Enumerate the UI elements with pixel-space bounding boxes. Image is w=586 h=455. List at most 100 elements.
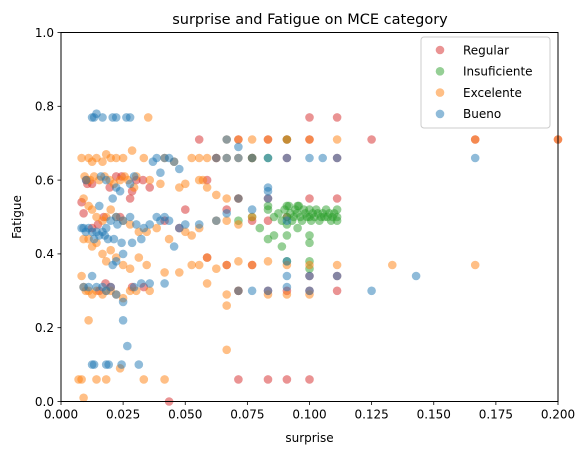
point-excelente [77,271,86,281]
point-excelente [282,135,292,144]
point-excelente [139,153,149,163]
point-bueno [125,179,135,189]
x-axis-label: surprise [285,431,333,445]
point-excelente [139,375,149,384]
point-excelente [222,345,231,355]
point-bueno [113,220,122,229]
point-excelente [164,234,174,244]
point-bueno [129,172,139,181]
x-tick-label: 0.125 [354,408,388,422]
point-bueno [77,223,86,233]
point-bueno [139,223,149,233]
point-excelente [106,245,115,255]
point-bueno [152,212,161,222]
point-excelente [84,316,93,325]
x-tick-label: 0.150 [417,408,451,422]
point-bueno [263,194,273,203]
point-bueno [222,153,231,163]
point-excelente [87,205,97,214]
point-excelente [79,393,88,403]
point-bueno [148,157,158,166]
point-bueno [108,194,117,203]
point-bueno [89,360,99,369]
legend-marker-excelente [435,88,445,97]
point-excelente [263,257,273,266]
point-excelente [118,260,128,270]
point-insuficiente [293,201,302,211]
point-excelente [222,216,231,225]
legend-label-excelente: Excelente [463,86,522,100]
point-excelente [332,260,342,270]
point-excelente [98,249,107,259]
point-insuficiente [305,238,314,248]
point-bueno [127,238,137,248]
point-regular [194,135,204,144]
series-bueno [77,109,480,369]
x-tick-label: 0.100 [292,408,326,422]
point-bueno [134,360,144,369]
point-excelente [101,257,111,266]
point-insuficiente [305,231,314,240]
x-tick-label: 0.200 [541,408,575,422]
point-bueno [104,360,113,369]
point-bueno [263,153,273,163]
point-excelente [247,260,257,270]
point-bueno [123,341,132,351]
point-bueno [305,271,314,281]
point-excelente [187,231,196,240]
point-excelente [263,135,273,144]
point-bueno [212,153,221,163]
point-bueno [222,209,231,218]
point-regular [305,375,314,384]
legend: Regular Insuficiente Excelente Bueno [420,36,551,129]
point-excelente [142,260,151,270]
point-bueno [125,212,135,222]
point-bueno [137,279,146,288]
point-bueno [175,164,184,174]
point-excelente [175,268,184,277]
point-bueno [79,282,88,292]
point-regular [332,286,342,296]
point-bueno [263,286,273,296]
point-excelente [134,253,144,262]
point-insuficiente [274,209,283,218]
point-excelente [145,286,154,296]
point-excelente [106,205,115,214]
point-bueno [318,153,328,163]
x-tick-label: 0.025 [106,408,140,422]
point-excelente [305,135,314,144]
point-bueno [145,279,154,288]
point-bueno [234,142,243,152]
point-excelente [194,260,204,270]
legend-label-regular: Regular [463,43,509,57]
point-bueno [367,286,376,296]
point-bueno [411,271,421,281]
point-excelente [222,194,231,203]
point-bueno [282,282,292,292]
y-axis: 0.0 0.2 0.4 0.6 0.8 1.0 [35,26,61,409]
legend-label-bueno: Bueno [463,107,501,121]
point-bueno [118,249,128,259]
points-layer [74,109,563,406]
x-tick-label: 0.000 [44,408,78,422]
point-bueno [132,220,141,229]
point-excelente [160,375,169,384]
point-excelente [160,268,169,277]
point-bueno [282,257,292,266]
point-regular [367,135,376,144]
point-bueno [106,282,115,292]
point-excelente [187,153,196,163]
point-excelente [74,375,83,384]
legend-marker-insuficiente [435,67,445,76]
point-regular [145,183,154,192]
point-bueno [115,186,125,196]
point-excelente [152,223,161,233]
x-tick-label: 0.075 [230,408,264,422]
chart-title: surprise and Fatigue on MCE category [172,12,448,28]
point-excelente [247,135,257,144]
point-excelente [470,260,480,270]
point-bueno [175,223,184,233]
point-insuficiente [263,234,273,244]
point-excelente [127,146,137,155]
point-excelente [101,375,111,384]
